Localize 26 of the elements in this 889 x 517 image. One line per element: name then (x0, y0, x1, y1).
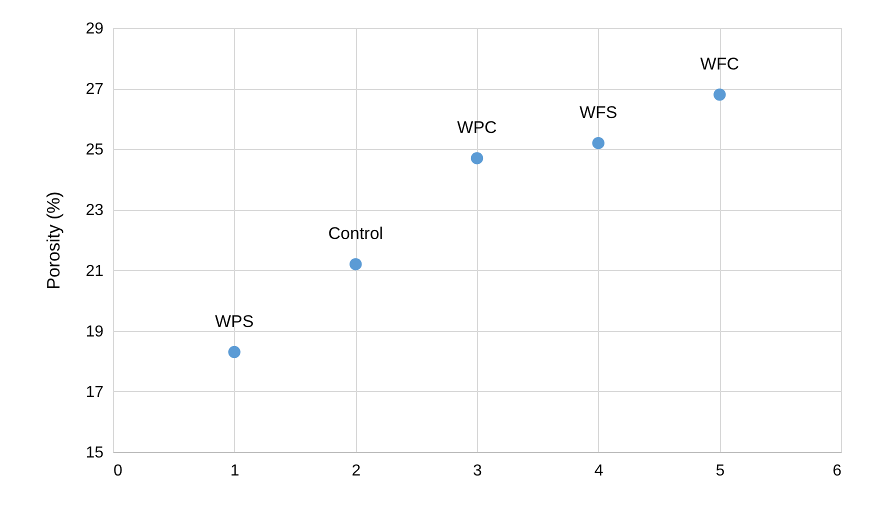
y-tick-label: 17 (86, 384, 104, 401)
y-tick-label: 15 (86, 444, 104, 462)
x-tick-label: 0 (114, 462, 122, 480)
annotation: WPS (214, 312, 254, 332)
annotation: WFC (700, 54, 740, 74)
y-tick-label: 19 (86, 323, 104, 340)
y-tick-label: 29 (86, 20, 104, 38)
annotation: WPC (457, 118, 497, 138)
point (350, 258, 362, 270)
annotation: WFS (579, 103, 618, 122)
x-tick-label: 2 (352, 462, 361, 480)
y-tick-label: 25 (86, 142, 104, 159)
point (714, 88, 726, 101)
y-axis-title: Porosity (%) (44, 191, 64, 290)
y-tick-label: 27 (86, 81, 104, 98)
annotation: Control (328, 224, 384, 244)
x-tick-label: 5 (716, 462, 725, 480)
point (470, 152, 484, 164)
point (592, 136, 604, 150)
x-tick-label: 4 (594, 462, 604, 480)
point (228, 346, 240, 358)
y-tick-label: 21 (86, 262, 104, 280)
x-tick-label: 1 (230, 462, 240, 480)
x-tick-label: 3 (473, 462, 482, 480)
y-tick-label: 23 (86, 202, 104, 220)
x-tick-label: 6 (832, 462, 842, 480)
